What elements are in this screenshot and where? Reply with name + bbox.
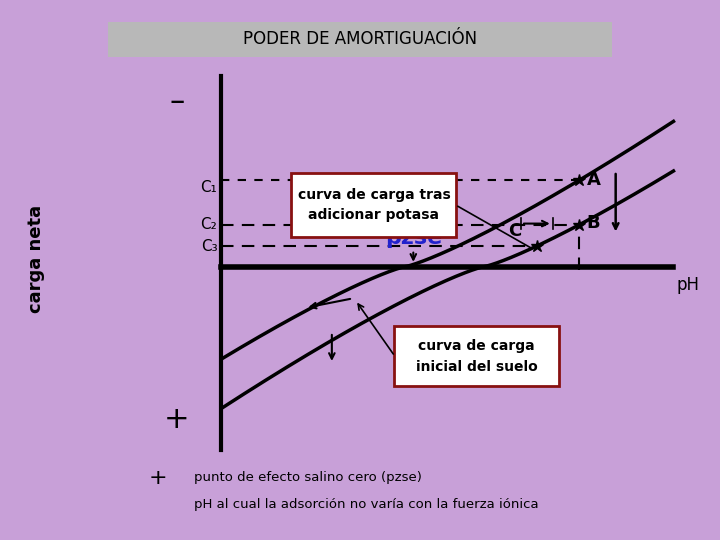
Text: C₃: C₃ <box>201 239 217 253</box>
Text: curva de carga tras
adicionar potasa: curva de carga tras adicionar potasa <box>297 187 450 222</box>
Text: pzse: pzse <box>384 228 442 248</box>
Text: pH: pH <box>676 276 699 294</box>
Text: A: A <box>587 172 600 190</box>
Text: B: B <box>587 214 600 232</box>
Text: PODER DE AMORTIGUACIÓN: PODER DE AMORTIGUACIÓN <box>243 30 477 48</box>
Text: +: + <box>164 406 189 435</box>
FancyBboxPatch shape <box>292 173 456 237</box>
Text: curva de carga
inicial del suelo: curva de carga inicial del suelo <box>415 339 537 374</box>
Text: carga neta: carga neta <box>27 205 45 313</box>
Text: C₂: C₂ <box>200 218 217 232</box>
Text: C₁: C₁ <box>200 180 217 195</box>
Text: +: + <box>149 468 168 488</box>
Text: pH al cual la adsorción no varía con la fuerza iónica: pH al cual la adsorción no varía con la … <box>194 498 539 511</box>
FancyBboxPatch shape <box>394 326 559 386</box>
Text: punto de efecto salino cero (pzse): punto de efecto salino cero (pzse) <box>194 471 422 484</box>
Text: C: C <box>508 222 521 240</box>
Text: –: – <box>169 87 184 117</box>
